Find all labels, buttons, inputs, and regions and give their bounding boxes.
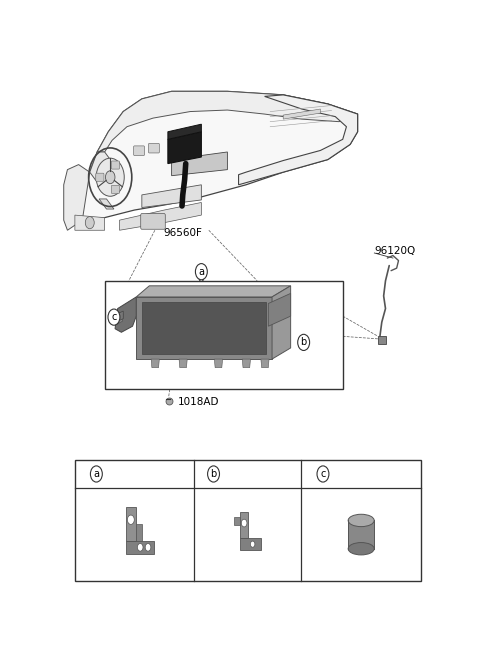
Polygon shape bbox=[168, 124, 202, 139]
Polygon shape bbox=[151, 359, 159, 367]
FancyBboxPatch shape bbox=[105, 281, 343, 390]
Text: a: a bbox=[198, 267, 204, 277]
Text: 96155E: 96155E bbox=[234, 469, 276, 479]
Polygon shape bbox=[120, 203, 202, 230]
Polygon shape bbox=[283, 109, 321, 119]
Polygon shape bbox=[90, 152, 120, 182]
Polygon shape bbox=[118, 311, 123, 321]
Circle shape bbox=[145, 544, 151, 551]
Polygon shape bbox=[234, 518, 240, 525]
Polygon shape bbox=[272, 286, 290, 359]
Polygon shape bbox=[179, 359, 187, 367]
Circle shape bbox=[127, 515, 134, 524]
FancyBboxPatch shape bbox=[148, 144, 159, 153]
FancyBboxPatch shape bbox=[96, 173, 104, 181]
Circle shape bbox=[251, 541, 255, 547]
Text: b: b bbox=[300, 337, 307, 348]
Polygon shape bbox=[117, 314, 123, 324]
Circle shape bbox=[108, 309, 120, 325]
FancyBboxPatch shape bbox=[141, 214, 165, 229]
Circle shape bbox=[298, 335, 310, 350]
Polygon shape bbox=[75, 215, 105, 230]
Text: 96120Q: 96120Q bbox=[374, 247, 416, 256]
Polygon shape bbox=[240, 512, 248, 539]
FancyBboxPatch shape bbox=[111, 161, 120, 169]
Text: 96155D: 96155D bbox=[120, 469, 164, 479]
Polygon shape bbox=[378, 337, 385, 344]
Polygon shape bbox=[168, 132, 202, 163]
Polygon shape bbox=[126, 541, 154, 554]
Text: b: b bbox=[210, 469, 216, 479]
Polygon shape bbox=[64, 165, 90, 230]
Polygon shape bbox=[239, 95, 358, 185]
Polygon shape bbox=[135, 524, 142, 541]
FancyBboxPatch shape bbox=[75, 460, 421, 581]
Polygon shape bbox=[99, 199, 114, 209]
FancyBboxPatch shape bbox=[111, 186, 120, 194]
Text: 96173: 96173 bbox=[351, 469, 386, 479]
Polygon shape bbox=[136, 286, 290, 297]
Text: c: c bbox=[111, 312, 117, 322]
Ellipse shape bbox=[348, 514, 374, 527]
Polygon shape bbox=[268, 293, 290, 326]
Circle shape bbox=[106, 171, 115, 184]
Circle shape bbox=[90, 466, 102, 482]
Polygon shape bbox=[240, 539, 261, 550]
Text: c: c bbox=[320, 469, 325, 479]
Polygon shape bbox=[75, 91, 358, 220]
Circle shape bbox=[85, 216, 94, 229]
Circle shape bbox=[207, 466, 219, 482]
Polygon shape bbox=[97, 91, 358, 152]
Polygon shape bbox=[142, 302, 266, 354]
Text: 1018AD: 1018AD bbox=[178, 397, 220, 407]
Circle shape bbox=[317, 466, 329, 482]
Polygon shape bbox=[142, 185, 202, 207]
Text: 96560F: 96560F bbox=[163, 228, 202, 238]
Polygon shape bbox=[136, 297, 272, 359]
Circle shape bbox=[195, 264, 207, 279]
Circle shape bbox=[241, 520, 247, 527]
Text: a: a bbox=[94, 469, 99, 479]
Polygon shape bbox=[126, 507, 135, 541]
Circle shape bbox=[96, 158, 124, 196]
Ellipse shape bbox=[348, 543, 374, 555]
Polygon shape bbox=[261, 359, 269, 367]
Polygon shape bbox=[242, 359, 251, 367]
FancyBboxPatch shape bbox=[133, 146, 144, 155]
Polygon shape bbox=[172, 152, 228, 176]
Polygon shape bbox=[215, 359, 223, 367]
Circle shape bbox=[137, 544, 143, 551]
Polygon shape bbox=[115, 297, 136, 333]
Polygon shape bbox=[348, 520, 374, 548]
